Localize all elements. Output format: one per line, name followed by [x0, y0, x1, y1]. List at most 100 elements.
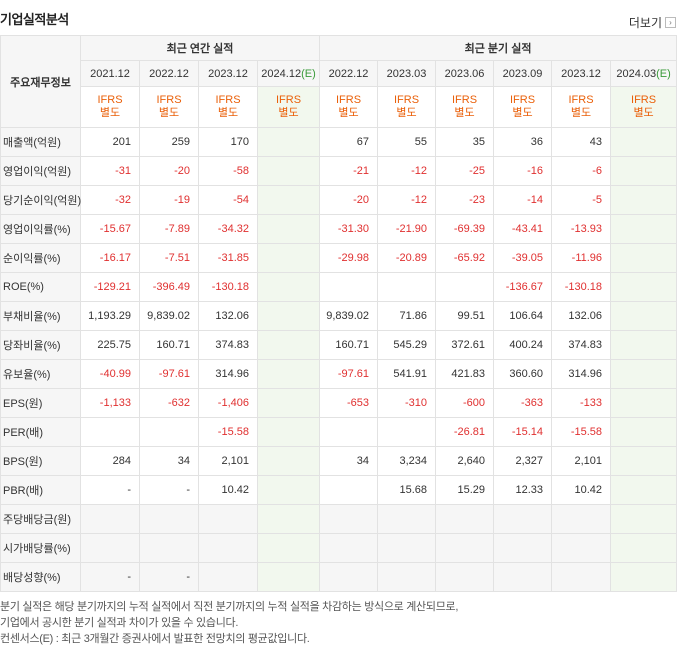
value-cell: 201 — [80, 127, 140, 157]
ifrs-sub-label: 별도 — [278, 107, 299, 119]
more-label: 더보기 — [628, 16, 662, 30]
value-cell: 2,640 — [435, 446, 495, 476]
value-cell: 9,839.02 — [139, 301, 199, 331]
table-row: EPS(원) -1,133 -632 -1,406 -653 -310 -600 -363 -1… — [0, 388, 678, 418]
value-cell — [256, 475, 321, 505]
value-cell — [256, 243, 321, 273]
value-cell — [256, 272, 321, 302]
value-cell: -43.41 — [493, 214, 553, 244]
value-cell: 34 — [139, 446, 199, 476]
value-cell — [80, 417, 140, 447]
value-cell: 372.61 — [435, 330, 495, 360]
value-cell — [80, 504, 140, 534]
value-cell: -16 — [493, 156, 553, 186]
value-cell — [198, 562, 258, 592]
ifrs-sub-label: 별도 — [158, 107, 180, 119]
value-cell: 35 — [435, 127, 495, 157]
ifrs-sub-label: 별도 — [217, 107, 239, 119]
value-cell — [377, 272, 437, 302]
period-header: 2022.12 — [319, 60, 379, 87]
value-cell: -39.05 — [493, 243, 553, 273]
ifrs-sub-label: 별도 — [99, 107, 121, 119]
table-row: 매출액(억원) 201 259 170 67 55 35 36 43 — [0, 127, 678, 157]
value-cell: -25 — [435, 156, 495, 186]
value-cell: -15.58 — [198, 417, 258, 447]
ifrs-badge: IFRS 별도 — [139, 86, 199, 128]
value-cell: -14 — [493, 185, 553, 215]
value-cell — [139, 533, 199, 563]
value-cell: 132.06 — [551, 301, 612, 331]
value-cell — [435, 272, 495, 302]
value-cell: -133 — [551, 388, 612, 418]
ifrs-badge: IFRS 별도 — [198, 86, 258, 128]
period-header: 2023.09 — [493, 60, 553, 87]
row-label: EPS(원) — [0, 388, 81, 418]
value-cell: -65.92 — [435, 243, 495, 273]
value-cell — [610, 330, 678, 360]
section-title: 기업실적분석 — [0, 12, 69, 27]
ifrs-sub-label: 별도 — [570, 107, 592, 119]
value-cell: 55 — [377, 127, 437, 157]
value-cell: - — [139, 475, 199, 505]
table-row: 순이익률(%) -16.17 -7.51 -31.85 -29.98 -20.89 -65.… — [0, 243, 678, 273]
value-cell: -31 — [80, 156, 140, 186]
value-cell — [551, 533, 612, 563]
value-cell: - — [80, 475, 140, 505]
value-cell — [551, 562, 612, 592]
row-label-header: 주요재무정보 — [0, 35, 81, 128]
value-cell: -69.39 — [435, 214, 495, 244]
value-cell: 12.33 — [493, 475, 553, 505]
value-cell: -31.30 — [319, 214, 379, 244]
table-row: 당좌비율(%) 225.75 160.71 374.83 160.71 545.29 372… — [0, 330, 678, 360]
value-cell: -1,133 — [80, 388, 140, 418]
ifrs-label: IFRS — [336, 94, 362, 106]
quarter-header: 최근 분기 실적 — [319, 35, 678, 61]
ifrs-badge: IFRS 별도 — [319, 86, 379, 128]
value-cell: -7.51 — [139, 243, 199, 273]
value-cell: 67 — [319, 127, 379, 157]
row-label: 당좌비율(%) — [0, 330, 81, 360]
value-cell — [319, 504, 379, 534]
value-cell — [256, 185, 321, 215]
value-cell — [256, 388, 321, 418]
value-cell: 10.42 — [551, 475, 612, 505]
ifrs-sub-label: 별도 — [454, 107, 475, 119]
ifrs-label: IFRS — [631, 94, 657, 106]
value-cell — [377, 533, 437, 563]
row-label: 부채비율(%) — [0, 301, 81, 331]
value-cell: 2,101 — [198, 446, 258, 476]
ifrs-sub-label: 별도 — [396, 107, 417, 119]
value-cell — [377, 504, 437, 534]
table-row: 영업이익률(%) -15.67 -7.89 -34.32 -31.30 -21.90 -69… — [0, 214, 678, 244]
value-cell — [256, 156, 321, 186]
more-link[interactable]: 더보기 › — [629, 14, 676, 31]
value-cell — [610, 243, 678, 273]
ifrs-sub-label: 별도 — [338, 107, 359, 119]
period-label: 2023.06 — [444, 67, 485, 80]
value-cell: 170 — [198, 127, 258, 157]
row-label: 당기순이익(억원) — [0, 185, 81, 215]
value-cell: -13.93 — [551, 214, 612, 244]
ifrs-sub-label: 별도 — [512, 107, 533, 119]
value-cell: 421.83 — [435, 359, 495, 389]
value-cell — [256, 127, 321, 157]
value-cell: -1,406 — [198, 388, 258, 418]
value-cell: 9,839.02 — [319, 301, 379, 331]
value-cell — [198, 533, 258, 563]
value-cell: 2,327 — [493, 446, 553, 476]
table-row: 당기순이익(억원) -32 -19 -54 -20 -12 -23 -14 -5 — [0, 185, 678, 215]
financial-table: 주요재무정보 최근 연간 실적 최근 분기 실적 2021.12 2022.12 2… — [0, 35, 678, 592]
value-cell — [610, 504, 678, 534]
annual-header: 최근 연간 실적 — [79, 35, 321, 61]
value-cell — [610, 388, 678, 418]
row-label: 시가배당률(%) — [0, 533, 81, 563]
table-row: 부채비율(%) 1,193.29 9,839.02 132.06 9,839.02 71.… — [0, 301, 678, 331]
value-cell — [198, 504, 258, 534]
table-row: PER(배) -15.58 -26.81 -15.14 -15.58 — [0, 417, 678, 447]
value-cell — [435, 504, 495, 534]
value-cell: -97.61 — [319, 359, 379, 389]
value-cell: -12 — [377, 156, 437, 186]
value-cell — [256, 359, 321, 389]
value-cell — [256, 330, 321, 360]
value-cell: 1,193.29 — [80, 301, 140, 331]
